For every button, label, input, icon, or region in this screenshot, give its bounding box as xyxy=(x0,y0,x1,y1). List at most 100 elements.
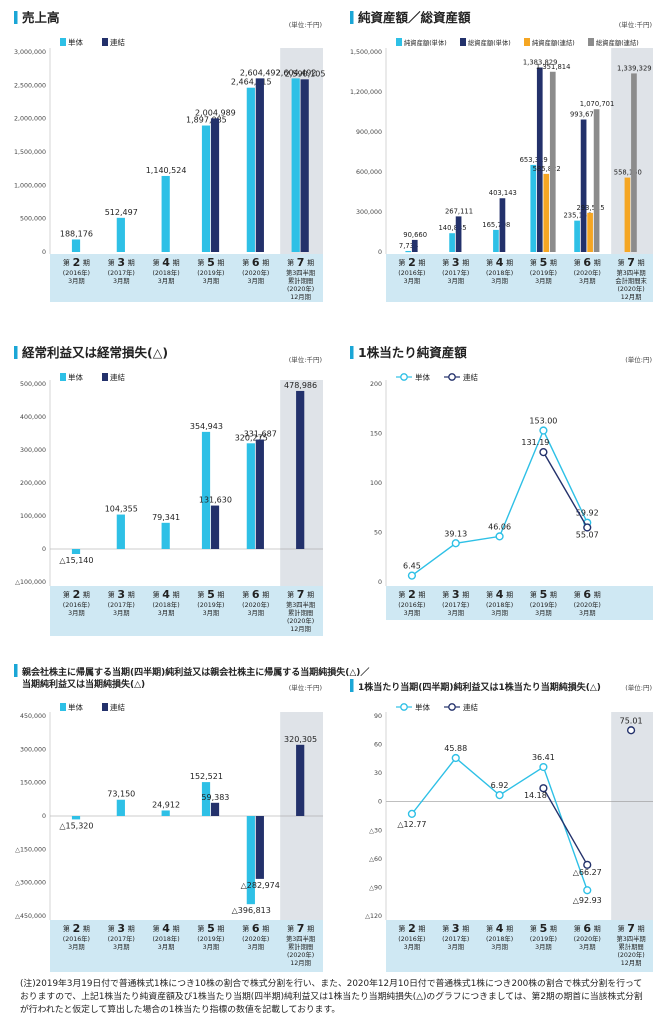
bar-1-2-3 xyxy=(543,173,550,252)
extra-label-0-5: (2020年) xyxy=(287,284,314,293)
sub-label-5-0: 3月期 xyxy=(404,943,421,951)
period-number-0-1: 3 xyxy=(117,256,125,269)
data-label-2-0-0: △15,140 xyxy=(59,556,93,565)
period-prefix-5-5: 第 xyxy=(618,924,625,933)
y-tick-2-3: 200,000 xyxy=(20,480,46,487)
data-label-1-0-0: 7,734 xyxy=(399,242,418,250)
legend-swatch-1-2 xyxy=(524,38,530,46)
legend-label-1-3: 総資産額(連結) xyxy=(596,38,639,47)
point-5-0-3 xyxy=(539,762,548,772)
bar-0-0-4 xyxy=(246,87,255,252)
period-suffix-2-4: 期 xyxy=(262,591,269,599)
period-suffix-0-0: 期 xyxy=(83,259,90,267)
data-label-4-0-1: 73,150 xyxy=(107,790,135,799)
sub-label-4-2: 3月期 xyxy=(158,943,175,951)
period-suffix-5-3: 期 xyxy=(550,925,557,933)
legend-swatch-2-0 xyxy=(60,373,66,381)
bar-1-0-2 xyxy=(493,229,499,252)
year-label-5-0: (2016年) xyxy=(398,934,425,943)
period-prefix-3-3: 第 xyxy=(530,590,537,599)
sub-label-4-3: 3月期 xyxy=(203,943,220,951)
legend-swatch-1-1 xyxy=(460,38,466,46)
bar-1-3-3 xyxy=(549,71,556,252)
y-tick-3-4: 200 xyxy=(370,381,382,388)
sub-label-1-4: 3月期 xyxy=(579,277,596,285)
data-label-0-0-4: 2,464,315 xyxy=(231,78,272,87)
bar-4-1-5 xyxy=(296,744,305,816)
period-prefix-4-5: 第 xyxy=(287,924,294,933)
bar-1-1-4 xyxy=(580,119,587,253)
point-label-3-0-1: 39.13 xyxy=(444,529,467,538)
point-3-0-0 xyxy=(407,571,417,580)
bar-4-0-0 xyxy=(71,816,81,820)
year-label-0-0: (2016年) xyxy=(63,268,90,277)
unit-label-0: (単位:千円) xyxy=(289,20,322,29)
legend-label-2-1: 連結 xyxy=(110,372,125,382)
period-prefix-5-1: 第 xyxy=(442,924,449,933)
bar-0-1-3 xyxy=(210,118,220,252)
point-3-0-3 xyxy=(539,426,548,435)
data-label-2-1-4: 331,687 xyxy=(244,430,277,439)
point-label-5-1-4: △66.27 xyxy=(573,868,602,877)
period-number-2-2: 4 xyxy=(162,588,170,601)
data-label-0-1-5: 2,590,105 xyxy=(285,69,326,78)
legend-swatch-4-1 xyxy=(102,703,108,711)
data-label-1-2-5: 558,150 xyxy=(614,169,642,177)
legend-label-2-0: 単体 xyxy=(68,372,83,382)
y-tick-4-6: 450,000 xyxy=(20,713,46,720)
year-label-3-4: (2020年) xyxy=(574,600,601,609)
y-tick-5-3: △30 xyxy=(369,827,382,834)
unit-label-2: (単位:千円) xyxy=(289,355,322,364)
period-prefix-0-1: 第 xyxy=(108,258,115,267)
period-suffix-3-1: 期 xyxy=(462,591,469,599)
bar-1-3-5 xyxy=(631,73,637,253)
year-label-0-1: (2017年) xyxy=(108,268,135,277)
bar-0-0-5 xyxy=(291,78,300,252)
y-tick-0-4: 2,000,000 xyxy=(14,116,46,123)
y-tick-4-0: △450,000 xyxy=(15,913,46,920)
title-marker-4 xyxy=(14,664,18,677)
y-tick-1-1: 300,000 xyxy=(356,209,382,216)
point-5-0-2 xyxy=(495,791,504,800)
period-prefix-4-2: 第 xyxy=(153,924,160,933)
data-label-1-3-4: 1,070,701 xyxy=(580,100,615,108)
period-number-1-3: 5 xyxy=(540,256,548,269)
bar-0-0-1 xyxy=(116,217,125,252)
period-number-1-5: 7 xyxy=(627,256,635,269)
y-tick-0-3: 1,500,000 xyxy=(14,149,46,156)
y-tick-1-5: 1,500,000 xyxy=(350,49,382,56)
period-number-4-3: 5 xyxy=(207,922,215,935)
sub-label-4-5: 累計期間 xyxy=(288,942,313,951)
sub-label-0-4: 3月期 xyxy=(247,277,264,285)
period-prefix-5-4: 第 xyxy=(574,924,581,933)
period-suffix-3-2: 期 xyxy=(506,591,513,599)
bar-0-1-4 xyxy=(255,78,264,252)
data-label-1-0-4: 235,156 xyxy=(563,212,591,220)
year-label-5-1: (2017年) xyxy=(442,934,469,943)
period-suffix-1-5: 期 xyxy=(638,259,645,267)
point-3-0-1 xyxy=(451,539,460,548)
point-5-0-4 xyxy=(583,886,592,895)
title-marker-5 xyxy=(350,679,354,692)
sub-label-1-1: 3月期 xyxy=(447,277,464,285)
data-label-1-1-2: 403,143 xyxy=(489,189,517,197)
sub-label-0-5: 累計期間 xyxy=(288,276,313,285)
period-number-3-1: 3 xyxy=(452,588,460,601)
point-label-5-0-2: 6.92 xyxy=(491,781,509,790)
period-suffix-1-1: 期 xyxy=(462,259,469,267)
legend-marker-5-1 xyxy=(448,703,456,711)
data-label-1-1-1: 267,111 xyxy=(445,207,473,215)
sub-label-3-1: 3月期 xyxy=(447,609,464,617)
sub-label-2-5: 累計期間 xyxy=(288,608,313,617)
legend-swatch-2-1 xyxy=(102,373,108,381)
legend-swatch-4-0 xyxy=(60,703,66,711)
legend-label-4-0: 単体 xyxy=(68,702,83,712)
legend-label-3-1: 連結 xyxy=(463,372,478,382)
data-label-4-0-3: 152,521 xyxy=(190,772,223,781)
data-label-0-0-5: 2,604,492 xyxy=(276,68,317,77)
legend-swatch-1-3 xyxy=(588,38,594,46)
period-prefix-0-5: 第 xyxy=(287,258,294,267)
year-label-4-1: (2017年) xyxy=(108,934,135,943)
y-tick-4-2: △150,000 xyxy=(15,846,46,853)
